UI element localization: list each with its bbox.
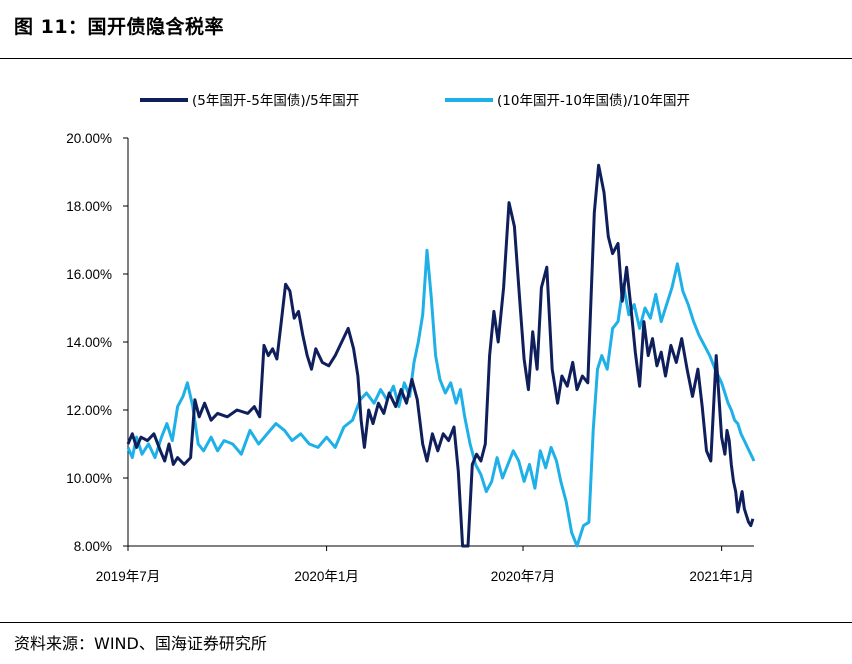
source-divider: [0, 622, 852, 623]
y-tick-label: 10.00%: [66, 471, 112, 486]
y-tick-label: 18.00%: [66, 199, 112, 214]
y-tick-label: 14.00%: [66, 335, 112, 350]
chart-legend: (5年国开-5年国债)/5年国开 (10年国开-10年国债)/10年国开: [140, 93, 690, 109]
y-tick-label: 8.00%: [74, 539, 112, 554]
source-note: 资料来源：WIND、国海证券研究所: [14, 634, 267, 653]
legend-label-10y: (10年国开-10年国债)/10年国开: [497, 93, 690, 109]
y-tick-label: 16.00%: [66, 267, 112, 282]
x-tick-label: 2020年7月: [491, 569, 556, 584]
series-line-5y: [126, 163, 755, 548]
plot-area: [126, 163, 756, 548]
title-divider: [0, 58, 852, 59]
y-axis-ticks: 8.00% 10.00% 12.00% 14.00% 16.00% 18.00% 20.00…: [66, 131, 128, 554]
series-line-10y: [126, 248, 756, 548]
implied-tax-rate-chart: (5年国开-5年国债)/5年国开 (10年国开-10年国债)/10年国开 8.0…: [66, 93, 756, 584]
y-tick-label: 12.00%: [66, 403, 112, 418]
x-tick-label: 2021年1月: [689, 569, 754, 584]
x-tick-label: 2019年7月: [96, 569, 161, 584]
legend-label-5y: (5年国开-5年国债)/5年国开: [192, 93, 359, 109]
figure-title: 图 11：国开债隐含税率: [14, 16, 225, 38]
x-axis-ticks: 2019年7月 2020年1月 2020年7月 2021年1月: [96, 546, 754, 584]
x-tick-label: 2020年1月: [294, 569, 359, 584]
y-tick-label: 20.00%: [66, 131, 112, 146]
